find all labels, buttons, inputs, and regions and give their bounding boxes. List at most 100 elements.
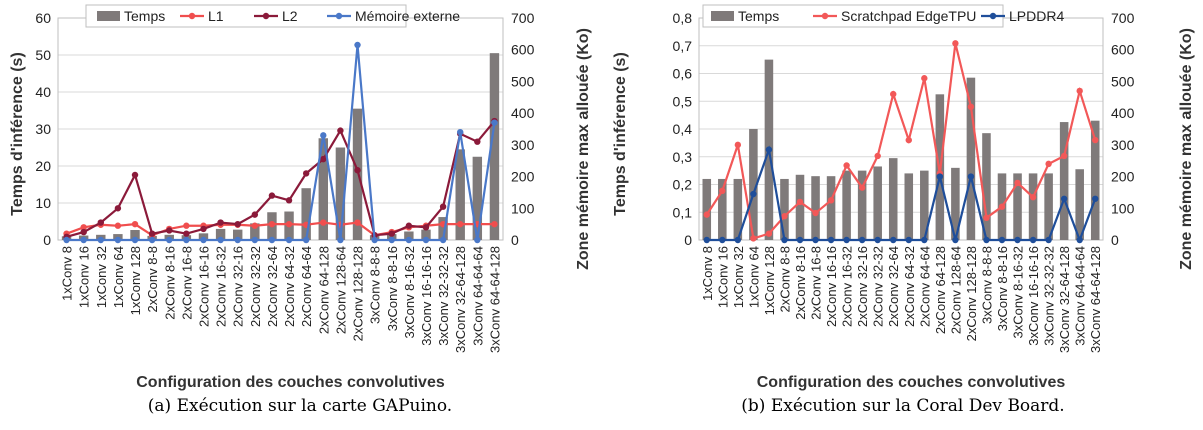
legend-label: Mémoire externe [355,8,460,24]
bar-temps [472,156,483,240]
data-point [1060,195,1068,202]
y2-tick-label: 0 [511,232,519,248]
data-point [491,220,498,228]
x-tick-label: 1xConv 8 [700,246,715,301]
data-point [354,167,361,174]
bar-temps [301,188,311,240]
bar-temps [1028,173,1038,240]
data-point [874,236,881,244]
data-point [234,220,241,228]
y2-tick-label: 400 [1111,105,1135,121]
data-point [200,236,207,244]
legend-label: LPDDR4 [1009,8,1064,24]
x-tick-label: 1xConv 64 [111,246,126,308]
data-point [302,170,310,177]
y2-tick-label: 300 [511,137,535,153]
bar-temps [233,229,243,240]
y2-tick-label: 200 [511,169,535,185]
x-tick-label: 2xConv 64-128 [316,246,331,334]
data-point [97,236,104,244]
bar-temps [888,158,898,240]
data-point [131,236,139,244]
bar-temps [857,170,867,240]
y2-tick-label: 400 [511,105,535,121]
data-point [474,138,481,145]
data-point [983,236,990,244]
x-tick-label: 1xConv 64 [746,246,761,308]
x-tick-label: 2xConv 16-16 [824,246,839,327]
data-point [251,211,259,218]
data-point [268,236,276,244]
x-tick-label: 2xConv 8-8 [777,246,792,312]
data-point [148,230,156,237]
data-point [285,197,293,204]
bar-temps [780,178,789,240]
y-tick-label: 10 [35,195,51,211]
y-tick-label: 0,6 [673,66,693,82]
x-tick-label: 1xConv 128 [762,246,777,315]
data-point [765,146,773,153]
series-line-l2 [66,120,496,238]
x-tick-label: 3xConv 8-8-16 [385,246,400,331]
data-point [388,230,395,237]
data-point [217,219,224,226]
data-point [781,236,788,244]
bar-temps [873,166,882,240]
x-tick-label: 2xConv 64-64 [917,246,932,327]
x-tick-label: 1xConv 32 [94,246,109,308]
data-point [1092,136,1099,144]
data-point [80,228,87,236]
x-tick-label: 3xConv 16-16-16 [419,246,434,346]
data-point [967,173,975,180]
series-line-m-moire-externe [66,44,496,242]
caption-coral: (b) Exécution sur la Coral Dev Board. [741,396,1065,416]
data-point [952,236,959,244]
chart-panel-gapuino: 0 10 20 30 40 50 60 0 100 200 300 400 500 600 700 1xCon… [0,0,600,430]
legend-label: Temps [738,8,779,24]
y-tick-label: 0,7 [673,38,693,54]
data-point [1014,236,1021,244]
bar-temps [920,170,929,240]
legend-label: Temps [124,8,165,24]
series-line-scratchpad-edgetpu [705,43,1097,240]
legend-swatch [97,11,120,21]
data-point [337,236,344,244]
x-tick-label: 2xConv 32-64 [265,246,280,327]
x-tick-label: 3xConv 8-8-8 [368,246,383,324]
bar-temps [489,53,500,241]
y-tick-label: 20 [35,158,51,174]
data-point [217,236,224,244]
data-point [796,198,804,206]
x-tick-label: 1xConv 128 [128,246,143,315]
bar-temps [749,129,758,240]
data-point [320,155,327,163]
data-point [285,220,293,228]
data-point [285,236,293,244]
x-tick-label: 2xConv 128-128 [964,246,979,341]
x-tick-label: 2xConv 128-128 [351,246,366,341]
data-point [131,171,139,179]
data-point [200,225,207,233]
bar-temps [811,176,820,240]
bar-temps [982,133,991,240]
x-tick-label: 3xConv 8-16-32 [402,246,417,339]
x-tick-label: 3xConv 16-16-16 [1026,246,1041,346]
data-point [781,213,788,220]
x-tick-label: 3xConv 64-64-128 [1088,246,1103,353]
legend [85,4,407,28]
x-tick-label: 2xConv 32-16 [231,246,246,327]
bar-temps [335,147,346,240]
y-tick-label: 0,3 [673,149,693,165]
data-point [905,136,912,144]
y-tick-label: 0 [43,232,51,248]
data-point [719,236,726,244]
data-point [388,236,395,244]
x-tick-label: 2xConv 128-64 [333,246,348,334]
caption-gapuino: (a) Exécution sur la carte GAPuino. [147,396,453,416]
legend-label: Scratchpad EdgeTPU [841,8,976,24]
data-point [320,132,327,139]
data-point [843,162,850,169]
data-point [812,236,819,244]
data-point [114,205,122,212]
y-axis-title: Temps d'inférence (s) [9,52,26,216]
